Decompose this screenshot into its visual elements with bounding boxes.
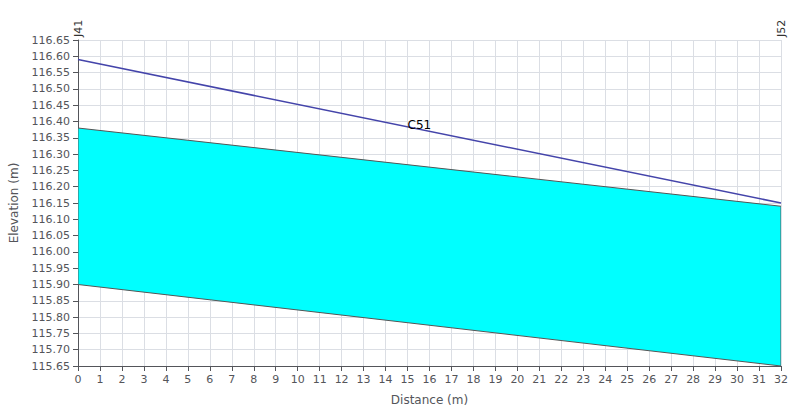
svg-text:21: 21: [532, 373, 546, 386]
svg-text:116.55: 116.55: [32, 66, 71, 79]
svg-text:J52: J52: [775, 20, 788, 38]
svg-text:25: 25: [620, 373, 634, 386]
svg-text:Distance (m): Distance (m): [391, 393, 468, 407]
svg-text:116.15: 116.15: [32, 197, 71, 210]
svg-text:29: 29: [708, 373, 722, 386]
svg-text:14: 14: [379, 373, 393, 386]
svg-text:4: 4: [162, 373, 169, 386]
svg-text:11: 11: [313, 373, 327, 386]
svg-text:8: 8: [250, 373, 257, 386]
svg-text:17: 17: [444, 373, 458, 386]
svg-text:115.75: 115.75: [32, 327, 71, 340]
svg-text:116.65: 116.65: [32, 34, 71, 47]
svg-text:115.90: 115.90: [32, 278, 71, 291]
svg-text:13: 13: [357, 373, 371, 386]
svg-text:C51: C51: [408, 118, 432, 132]
svg-text:116.45: 116.45: [32, 99, 71, 112]
svg-text:5: 5: [184, 373, 191, 386]
svg-text:116.35: 116.35: [32, 131, 71, 144]
svg-text:31: 31: [752, 373, 766, 386]
svg-text:7: 7: [228, 373, 235, 386]
svg-text:30: 30: [730, 373, 744, 386]
svg-text:116.50: 116.50: [32, 82, 71, 95]
svg-text:32: 32: [774, 373, 788, 386]
svg-text:16: 16: [423, 373, 437, 386]
svg-text:18: 18: [466, 373, 480, 386]
svg-text:27: 27: [664, 373, 678, 386]
svg-text:115.65: 115.65: [32, 360, 71, 373]
svg-text:2: 2: [118, 373, 125, 386]
svg-text:3: 3: [140, 373, 147, 386]
svg-text:6: 6: [206, 373, 213, 386]
svg-text:9: 9: [272, 373, 279, 386]
svg-text:116.60: 116.60: [32, 50, 71, 63]
svg-text:116.40: 116.40: [32, 115, 71, 128]
svg-text:22: 22: [554, 373, 568, 386]
svg-text:116.25: 116.25: [32, 164, 71, 177]
svg-text:116.05: 116.05: [32, 229, 71, 242]
svg-text:19: 19: [488, 373, 502, 386]
svg-text:116.00: 116.00: [32, 245, 71, 258]
svg-text:10: 10: [291, 373, 305, 386]
svg-text:20: 20: [510, 373, 524, 386]
svg-text:116.20: 116.20: [32, 180, 71, 193]
svg-text:0: 0: [75, 373, 82, 386]
svg-text:24: 24: [598, 373, 612, 386]
svg-text:115.70: 115.70: [32, 343, 71, 356]
svg-text:23: 23: [576, 373, 590, 386]
svg-text:28: 28: [686, 373, 700, 386]
svg-text:116.10: 116.10: [32, 213, 71, 226]
svg-text:1: 1: [96, 373, 103, 386]
svg-text:115.95: 115.95: [32, 262, 71, 275]
svg-text:116.30: 116.30: [32, 148, 71, 161]
svg-text:12: 12: [335, 373, 349, 386]
svg-text:26: 26: [642, 373, 656, 386]
svg-text:J41: J41: [72, 20, 85, 38]
svg-text:Elevation (m): Elevation (m): [7, 163, 21, 244]
svg-text:115.80: 115.80: [32, 311, 71, 324]
svg-text:115.85: 115.85: [32, 294, 71, 307]
svg-text:15: 15: [401, 373, 415, 386]
